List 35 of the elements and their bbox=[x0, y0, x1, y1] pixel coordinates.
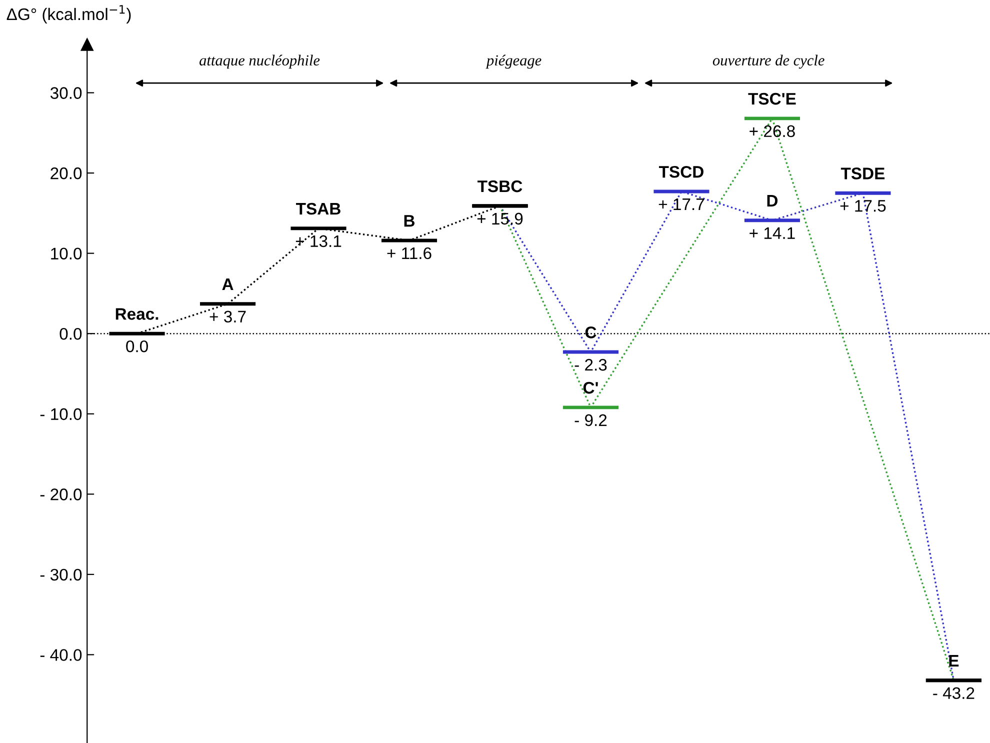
data-label: - 9.2 bbox=[574, 414, 607, 426]
x-tick-label: B bbox=[404, 215, 415, 227]
x-tick-label: D bbox=[767, 195, 778, 206]
data-label: - 43.2 bbox=[933, 687, 974, 700]
y-tick-label: 10.0 bbox=[51, 248, 82, 260]
y-tick-label: - 10.0 bbox=[40, 408, 82, 420]
y-tick-label: - 20.0 bbox=[40, 488, 82, 500]
data-label: + 26.8 bbox=[750, 125, 795, 138]
data-label: + 14.1 bbox=[750, 227, 795, 239]
y-tick-label: 0.0 bbox=[60, 328, 82, 340]
x-tick-label: TSBC bbox=[477, 180, 522, 192]
annotation: TSC'E bbox=[748, 92, 796, 105]
x-tick-label: Reac. bbox=[116, 308, 158, 320]
x-tick-label: C bbox=[585, 326, 596, 338]
annotation: piégeage bbox=[486, 54, 542, 69]
x-tick-label: A bbox=[222, 278, 234, 290]
y-tick-label: 20.0 bbox=[50, 167, 82, 180]
x-tick-label: TSAB bbox=[296, 202, 340, 215]
data-label: - 2.3 bbox=[574, 358, 607, 371]
y-tick-label: - 30.0 bbox=[40, 568, 82, 581]
data-label: + 11.6 bbox=[387, 247, 432, 260]
annotation: C' bbox=[583, 382, 598, 394]
data-label: + 15.9 bbox=[477, 212, 523, 225]
data-label: + 17.5 bbox=[840, 200, 886, 212]
x-tick-label: E bbox=[949, 655, 959, 666]
data-label: + 3.7 bbox=[210, 310, 246, 323]
annotation: attaque nucléophile bbox=[200, 54, 320, 69]
x-tick-label: TSCD bbox=[658, 166, 704, 178]
y-tick-label: - 40.0 bbox=[40, 649, 82, 661]
annotation: ouverture de cycle bbox=[712, 54, 824, 69]
y-tick-label: 30.0 bbox=[50, 87, 82, 99]
y-axis-title: ΔG° (kcal.mol$^{−1}$) bbox=[6, 5, 131, 24]
data-label: + 17.7 bbox=[658, 198, 704, 210]
x-tick-label: TSDE bbox=[840, 168, 885, 180]
data-label: 0.0 bbox=[126, 340, 148, 352]
